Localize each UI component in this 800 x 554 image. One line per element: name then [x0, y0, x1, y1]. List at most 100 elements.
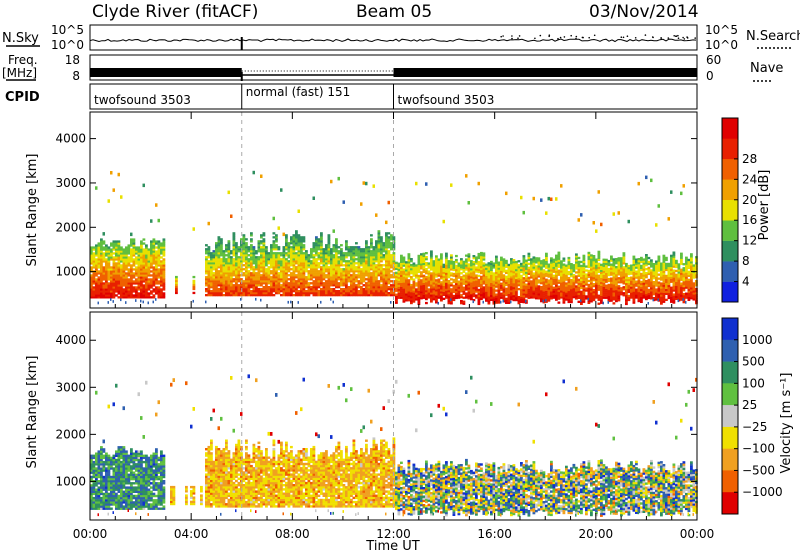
power-cell [590, 270, 593, 273]
power-cell [382, 280, 386, 283]
power-cell [307, 274, 311, 277]
power-cell [210, 264, 213, 267]
power-cell [430, 272, 433, 275]
power-cell [587, 293, 591, 296]
power-cell [467, 295, 471, 298]
power-scatter-cell [580, 213, 583, 217]
power-cell [650, 297, 653, 300]
power-cell [465, 278, 468, 281]
power-cell [325, 250, 328, 253]
power-cell [617, 291, 621, 294]
power-cell [435, 259, 438, 262]
power-cell [617, 261, 621, 264]
power-cell [217, 238, 221, 241]
power-cell [337, 276, 341, 279]
power-cell [110, 292, 113, 295]
power-cell [497, 297, 501, 300]
power-cell [635, 274, 638, 277]
power-cell [532, 264, 536, 267]
power-cell [615, 293, 618, 297]
power-cell [215, 280, 218, 283]
power-cell [420, 297, 423, 300]
power-cell [380, 266, 383, 269]
power-cell [287, 292, 291, 295]
power-cell [377, 242, 381, 245]
power-cell [232, 294, 236, 297]
power-cell [555, 294, 558, 297]
power-cell [610, 291, 613, 294]
power-cell [390, 288, 393, 291]
power-cell [120, 276, 123, 279]
power-cell [525, 271, 528, 274]
power-cell [590, 264, 593, 267]
power-cell [492, 300, 496, 303]
power-cell [272, 272, 276, 275]
power-cell [287, 288, 291, 291]
power-cell [515, 270, 518, 274]
power-cell [132, 240, 136, 243]
power-cell [292, 242, 296, 245]
power-cell [345, 246, 348, 249]
power-cell [95, 284, 98, 287]
power-cell [285, 288, 288, 291]
power-cell [627, 284, 631, 288]
power-cell [447, 274, 451, 277]
power-cell [465, 274, 468, 277]
power-cell [647, 280, 651, 284]
power-cell [352, 266, 356, 269]
power-cell [467, 267, 471, 270]
power-cell [612, 280, 616, 283]
power-cell [225, 280, 228, 283]
power-cell [602, 268, 606, 271]
power-cell [137, 258, 141, 261]
power-cell [377, 244, 381, 247]
power-cell [127, 246, 131, 249]
power-cell [487, 270, 491, 273]
power-cell [530, 292, 533, 295]
power-cell [160, 268, 163, 271]
power-cell [362, 272, 366, 275]
nsearch-point [677, 34, 679, 37]
power-cell [257, 270, 261, 273]
power-cell [230, 260, 233, 263]
nsearch-point [682, 36, 684, 39]
power-cell [472, 269, 476, 272]
power-cell [130, 264, 133, 267]
power-cell [435, 275, 438, 278]
power-cell [302, 268, 306, 271]
power-cell [632, 281, 636, 284]
power-cell [295, 248, 298, 251]
power-cell [282, 292, 286, 295]
power-cell [362, 264, 366, 267]
power-cell [510, 268, 513, 271]
power-cell [252, 294, 256, 297]
power-cell [160, 256, 163, 259]
power-cell [295, 260, 298, 263]
power-cell [155, 268, 158, 271]
power-cell [242, 280, 246, 283]
power-cell [597, 282, 601, 285]
power-cell [490, 268, 493, 271]
power-cell [362, 262, 366, 265]
power-cell [367, 248, 371, 251]
power-cell [442, 263, 446, 266]
power-cell [207, 250, 211, 253]
power-cell [300, 270, 303, 273]
power-cell [92, 288, 96, 291]
power-scatter-cell [627, 219, 630, 224]
power-cell [427, 262, 431, 265]
power-cell [465, 286, 468, 289]
power-cell [395, 285, 398, 288]
power-cell [347, 252, 351, 255]
power-cell [350, 276, 353, 279]
power-cell [440, 291, 443, 294]
power-cell [462, 264, 466, 267]
power-cell [477, 266, 481, 270]
power-cell [652, 287, 656, 290]
power-cell [645, 268, 648, 271]
power-cell [285, 248, 288, 251]
power-cell [135, 292, 138, 295]
power-cell [550, 257, 553, 260]
power-cell [637, 295, 641, 299]
power-cell [260, 258, 263, 261]
